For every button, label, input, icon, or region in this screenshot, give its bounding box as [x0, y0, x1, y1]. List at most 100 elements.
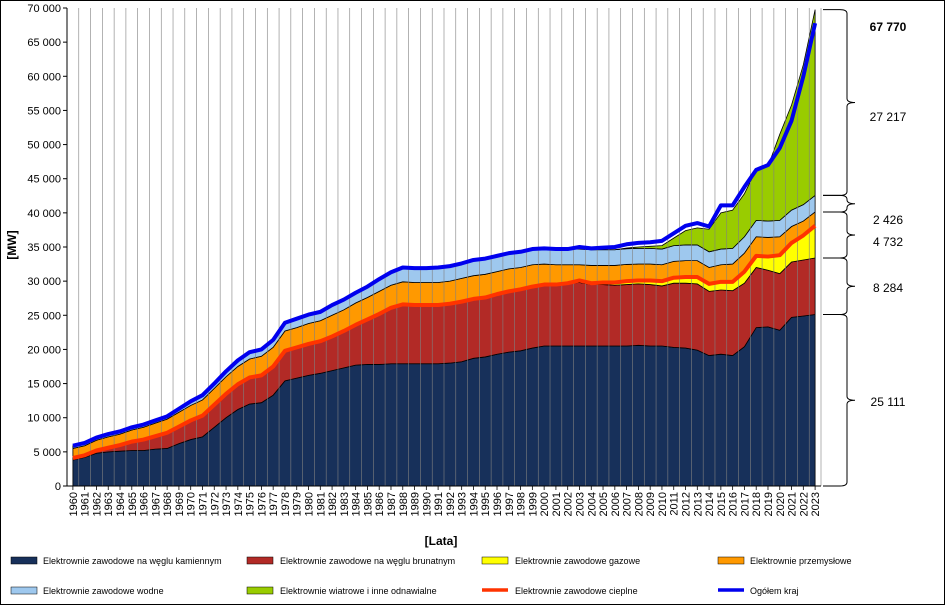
legend-label-hydro: Elektrownie zawodowe wodne: [43, 586, 164, 596]
line-elektrownie-zawodowe-cieplne: [72, 224, 817, 460]
x-tick-label: 1998: [516, 492, 528, 516]
x-tick-label: 1989: [410, 492, 422, 516]
y-tick-label: 55 000: [27, 105, 61, 117]
x-tick-label: 2002: [563, 492, 575, 516]
x-tick-label: 2007: [622, 492, 634, 516]
legend-item-renewables: Elektrownie wiatrowe i inne odnawialne: [246, 586, 437, 596]
bracket: [823, 194, 856, 213]
x-tick-label: 1981: [315, 492, 327, 516]
y-tick-label: 15 000: [27, 379, 61, 391]
x-tick-label: 1973: [221, 492, 233, 516]
x-tick-label: 1960: [68, 492, 80, 516]
x-tick-label: 1965: [127, 492, 139, 516]
value-brackets: [823, 9, 856, 487]
y-tick-label: 5 000: [33, 447, 61, 459]
x-tick-label: 1995: [480, 492, 492, 516]
legend-swatch-hard-coal: [10, 556, 38, 565]
legend-label-total: Ogółem kraj: [750, 586, 799, 596]
legend-item-hydro: Elektrownie zawodowe wodne: [10, 586, 164, 596]
y-tick-label: 20 000: [27, 344, 61, 356]
legend-label-renewables: Elektrownie wiatrowe i inne odnawialne: [280, 586, 437, 596]
x-tick-label: 1979: [292, 492, 304, 516]
x-tick-label: 1977: [268, 492, 280, 516]
x-tick-label: 2021: [787, 492, 799, 516]
x-tick-label: 2001: [551, 492, 563, 516]
y-tick-label: 60 000: [27, 71, 61, 83]
x-tick-label: 2015: [716, 492, 728, 516]
legend: Elektrownie zawodowe na węglu kamiennym …: [10, 556, 852, 596]
legend-label-industrial: Elektrownie przemysłowe: [750, 556, 852, 566]
legend-label-hard-coal: Elektrownie zawodowe na węglu kamiennym: [43, 556, 222, 566]
x-tick-label: 1976: [256, 492, 268, 516]
bracket-label-lignite: 8 284: [873, 281, 903, 295]
y-axis-label: [MW]: [5, 230, 19, 259]
x-tick-label: 1967: [150, 492, 162, 516]
legend-item-thermal: Elektrownie zawodowe cieplne: [482, 586, 638, 596]
x-tick-label: 2008: [633, 492, 645, 516]
legend-label-gas: Elektrownie zawodowe gazowe: [515, 556, 640, 566]
x-tick-label: 2018: [751, 492, 763, 516]
y-axis-ticks: 0 5 000 10 000 15 000 20 000 25 000 30 000 35 0…: [27, 3, 67, 493]
legend-item-lignite: Elektrownie zawodowe na węglu brunatnym: [246, 556, 455, 566]
x-tick-label: 1962: [91, 492, 103, 516]
y-tick-label: 65 000: [27, 37, 61, 49]
y-tick-label: 40 000: [27, 208, 61, 220]
x-tick-label: 2011: [669, 492, 681, 516]
y-tick-label: 10 000: [27, 413, 61, 425]
legend-swatch-lignite: [246, 556, 274, 565]
x-axis-ticks: 1960 1961 1962 1963 1964 1965 1966 1967 1968 1969…: [68, 486, 822, 516]
x-tick-label: 1997: [504, 492, 516, 516]
x-tick-label: 2016: [728, 492, 740, 516]
y-tick-label: 0: [55, 481, 61, 493]
x-tick-label: 2014: [704, 492, 716, 516]
x-tick-label: 2019: [763, 492, 775, 516]
x-tick-label: 1963: [103, 492, 115, 516]
legend-item-total: Ogółem kraj: [718, 586, 799, 596]
x-tick-label: 1991: [433, 492, 445, 516]
x-tick-label: 2010: [657, 492, 669, 516]
legend-item-industrial: Elektrownie przemysłowe: [717, 556, 852, 566]
x-tick-label: 1972: [209, 492, 221, 516]
x-tick-label: 1961: [80, 492, 92, 516]
x-tick-label: 2000: [539, 492, 551, 516]
x-tick-label: 1970: [186, 492, 198, 516]
x-tick-label: 1974: [233, 492, 245, 516]
x-tick-label: 1996: [492, 492, 504, 516]
x-tick-label: 1985: [362, 492, 374, 516]
legend-swatch-hydro: [10, 586, 38, 595]
y-tick-label: 25 000: [27, 310, 61, 322]
x-tick-label: 1983: [339, 492, 351, 516]
bracket: [823, 9, 856, 196]
x-tick-label: 2017: [739, 492, 751, 516]
x-tick-label: 1988: [398, 492, 410, 516]
bracket: [823, 257, 856, 316]
bracket-label-hard-coal: 25 111: [871, 395, 906, 409]
total-annotation: 67 770: [870, 20, 907, 34]
line-ogolem-kraj: [72, 22, 818, 448]
x-tick-label: 1982: [327, 492, 339, 516]
bracket-label-hydro: 2 426: [873, 213, 903, 227]
x-tick-label: 1980: [304, 492, 316, 516]
x-tick-label: 1971: [197, 492, 209, 516]
legend-label-lignite: Elektrownie zawodowe na węglu brunatnym: [280, 556, 455, 566]
y-tick-label: 30 000: [27, 276, 61, 288]
legend-item-gas: Elektrownie zawodowe gazowe: [481, 556, 640, 566]
y-tick-label: 45 000: [27, 174, 61, 186]
x-tick-label: 2006: [610, 492, 622, 516]
x-tick-label: 1978: [280, 492, 292, 516]
x-tick-label: 2022: [798, 492, 810, 516]
x-axis-label: [Lata]: [425, 534, 458, 548]
x-tick-label: 2023: [810, 492, 822, 516]
x-tick-label: 2004: [586, 492, 598, 516]
x-tick-label: 1975: [245, 492, 257, 516]
x-tick-label: 2009: [645, 492, 657, 516]
x-tick-label: 2005: [598, 492, 610, 516]
y-tick-label: 70 000: [27, 3, 61, 15]
y-tick-label: 35 000: [27, 242, 61, 254]
x-tick-label: 1999: [527, 492, 539, 516]
x-tick-label: 1993: [457, 492, 469, 516]
legend-swatch-gas: [481, 556, 509, 565]
legend-item-hard-coal: Elektrownie zawodowe na węglu kamiennym: [10, 556, 222, 566]
x-tick-label: 2020: [775, 492, 787, 516]
